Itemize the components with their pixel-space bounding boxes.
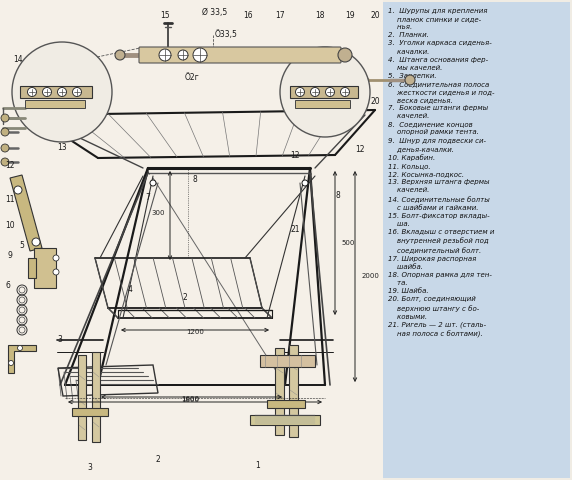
Text: 1800: 1800 <box>181 397 199 403</box>
Bar <box>25 100 85 108</box>
Text: 16: 16 <box>243 11 253 20</box>
Text: 9: 9 <box>7 251 13 260</box>
Circle shape <box>1 144 9 152</box>
Circle shape <box>338 48 352 62</box>
Circle shape <box>280 47 370 137</box>
Text: 4: 4 <box>128 286 133 295</box>
Circle shape <box>9 360 14 365</box>
Text: 20: 20 <box>370 11 380 20</box>
Text: 3: 3 <box>58 336 62 345</box>
Text: Ö33,5: Ö33,5 <box>215 31 238 39</box>
Circle shape <box>296 87 304 96</box>
Text: 6: 6 <box>6 280 10 289</box>
Text: 5: 5 <box>19 240 25 250</box>
Circle shape <box>115 50 125 60</box>
Text: 13: 13 <box>57 144 67 153</box>
Text: 300: 300 <box>151 210 165 216</box>
Text: 1.  Шурупы для крепления
    планок спинки и сиде-
    нья.
2.  Планки.
3.  Угол: 1. Шурупы для крепления планок спинки и … <box>388 8 495 338</box>
Text: 7: 7 <box>145 193 150 203</box>
Circle shape <box>32 238 40 246</box>
Bar <box>275 348 284 435</box>
Text: 17: 17 <box>275 11 285 20</box>
Text: 3: 3 <box>88 464 93 472</box>
Circle shape <box>73 87 81 96</box>
Bar <box>260 355 315 367</box>
Bar <box>72 408 108 416</box>
Circle shape <box>325 87 335 96</box>
Polygon shape <box>8 345 36 373</box>
Polygon shape <box>10 175 42 251</box>
Circle shape <box>27 87 37 96</box>
Text: Ø 33,5: Ø 33,5 <box>202 9 228 17</box>
Text: 12: 12 <box>5 160 15 169</box>
Bar <box>20 86 92 98</box>
Text: 12: 12 <box>290 151 300 159</box>
Circle shape <box>14 186 22 194</box>
Bar <box>289 345 298 437</box>
Bar <box>250 415 320 425</box>
Bar <box>295 100 350 108</box>
Bar <box>78 355 86 440</box>
Text: 8: 8 <box>193 176 197 184</box>
Circle shape <box>1 128 9 136</box>
Circle shape <box>340 87 349 96</box>
Circle shape <box>1 114 9 122</box>
Circle shape <box>18 346 22 350</box>
Circle shape <box>311 87 320 96</box>
Text: 18: 18 <box>315 11 325 20</box>
Text: 20: 20 <box>370 97 380 107</box>
Text: 2: 2 <box>182 293 188 302</box>
Text: 10: 10 <box>5 220 15 229</box>
Text: 11: 11 <box>5 195 15 204</box>
Bar <box>28 258 36 278</box>
Bar <box>267 400 305 408</box>
Text: 19: 19 <box>345 11 355 20</box>
Text: 12: 12 <box>355 145 365 155</box>
Text: 14: 14 <box>13 56 23 64</box>
Text: 15: 15 <box>160 11 170 20</box>
Text: 500: 500 <box>341 240 355 246</box>
Text: 8: 8 <box>336 191 340 200</box>
Circle shape <box>53 269 59 275</box>
Text: 1600: 1600 <box>181 396 199 402</box>
Circle shape <box>58 87 66 96</box>
Text: 2000: 2000 <box>361 273 379 279</box>
Circle shape <box>42 87 51 96</box>
Circle shape <box>150 180 156 186</box>
Circle shape <box>12 42 112 142</box>
Text: 21: 21 <box>290 226 300 235</box>
Bar <box>92 352 100 442</box>
Bar <box>290 86 358 98</box>
Circle shape <box>178 50 188 60</box>
FancyBboxPatch shape <box>139 47 341 63</box>
Bar <box>383 2 570 478</box>
Circle shape <box>53 255 59 261</box>
Bar <box>0 0 383 480</box>
Text: Ö2г: Ö2г <box>185 72 200 82</box>
Text: 1200: 1200 <box>186 329 204 335</box>
Circle shape <box>159 49 171 61</box>
Circle shape <box>302 180 308 186</box>
Circle shape <box>405 75 415 85</box>
Bar <box>34 248 56 288</box>
Circle shape <box>193 48 207 62</box>
Text: 2: 2 <box>156 456 160 465</box>
Text: 1: 1 <box>256 460 260 469</box>
Circle shape <box>1 158 9 166</box>
